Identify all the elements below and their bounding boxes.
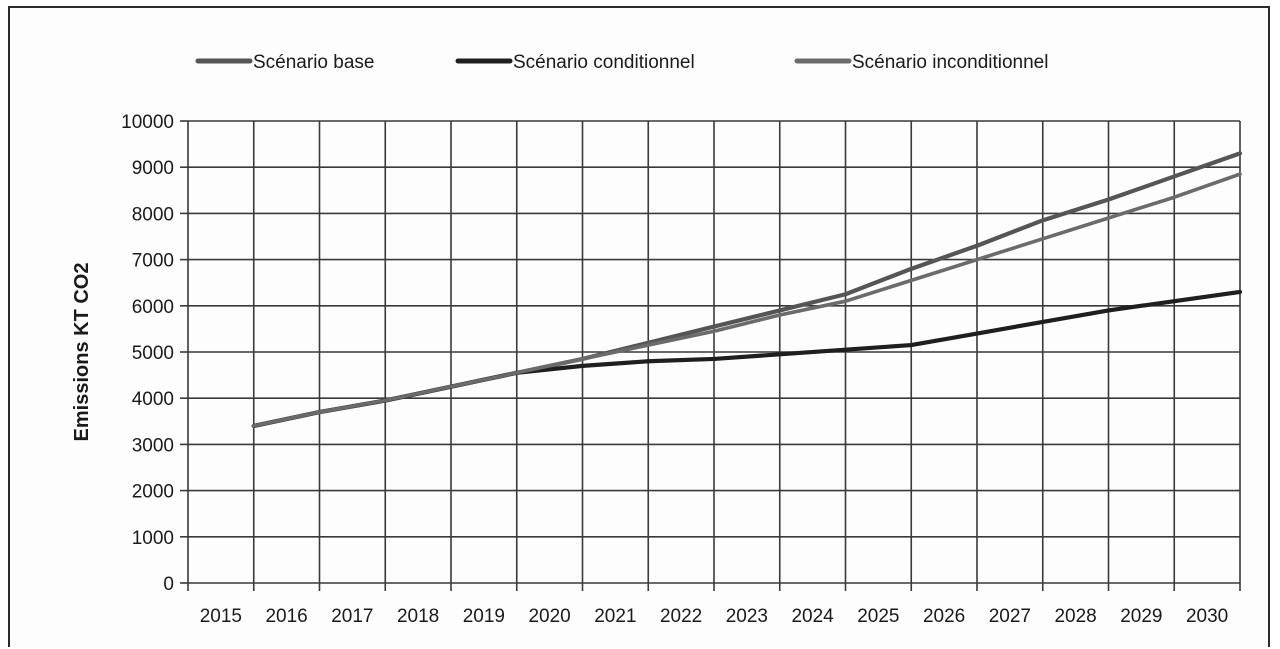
y-tick-label: 5000: [132, 343, 174, 364]
y-tick-label: 7000: [132, 251, 174, 272]
legend-label: Scénario inconditionnel: [852, 52, 1048, 73]
grid: [187, 120, 1241, 591]
y-tick-label: 10000: [121, 112, 174, 133]
y-tick-label: 6000: [132, 297, 174, 318]
x-tick-label: 2027: [989, 606, 1031, 627]
x-tick-label: 2021: [594, 606, 636, 627]
series-lines: [251, 151, 1243, 429]
series-line: [251, 151, 1243, 429]
x-tick-label: 2020: [528, 606, 570, 627]
x-tick-label: 2016: [265, 606, 307, 627]
legend-label: Scénario base: [253, 52, 374, 73]
y-tick-label: 3000: [132, 435, 174, 456]
y-tick-label: 4000: [132, 389, 174, 410]
x-tick-label: 2019: [463, 606, 505, 627]
y-tick-label: 0: [163, 574, 174, 595]
x-tick-label: 2026: [923, 606, 965, 627]
x-tick-label: 2025: [857, 606, 899, 627]
legend: Scénario base Scénario conditionnel Scénar…: [195, 52, 1048, 73]
x-tick-label: 2023: [726, 606, 768, 627]
axes: 0 1000 2000 3000 4000 5000 6000 7000 8000 9000 100…: [121, 112, 1228, 627]
x-tick-label: 2022: [660, 606, 702, 627]
x-tick-label: 2018: [397, 606, 439, 627]
line-chart: 0 1000 2000 3000 4000 5000 6000 7000 8000 9000 100…: [71, 52, 1243, 627]
y-tick-label: 1000: [132, 528, 174, 549]
x-tick-label: 2017: [331, 606, 373, 627]
legend-label: Scénario conditionnel: [513, 52, 695, 73]
x-tick-label: 2029: [1120, 606, 1162, 627]
y-tick-label: 8000: [132, 204, 174, 225]
series-line: [251, 172, 1242, 428]
x-tick-label: 2030: [1186, 606, 1228, 627]
y-tick-label: 2000: [132, 482, 174, 503]
chart-frame: 0 1000 2000 3000 4000 5000 6000 7000 8000 9000 100…: [8, 6, 1270, 647]
y-tick-label: 9000: [132, 158, 174, 179]
x-tick-label: 2024: [791, 606, 834, 627]
series-line: [251, 289, 1243, 429]
x-tick-label: 2028: [1054, 606, 1096, 627]
x-tick-label: 2015: [200, 606, 242, 627]
y-axis-label: Emissions KT CO2: [71, 263, 93, 442]
